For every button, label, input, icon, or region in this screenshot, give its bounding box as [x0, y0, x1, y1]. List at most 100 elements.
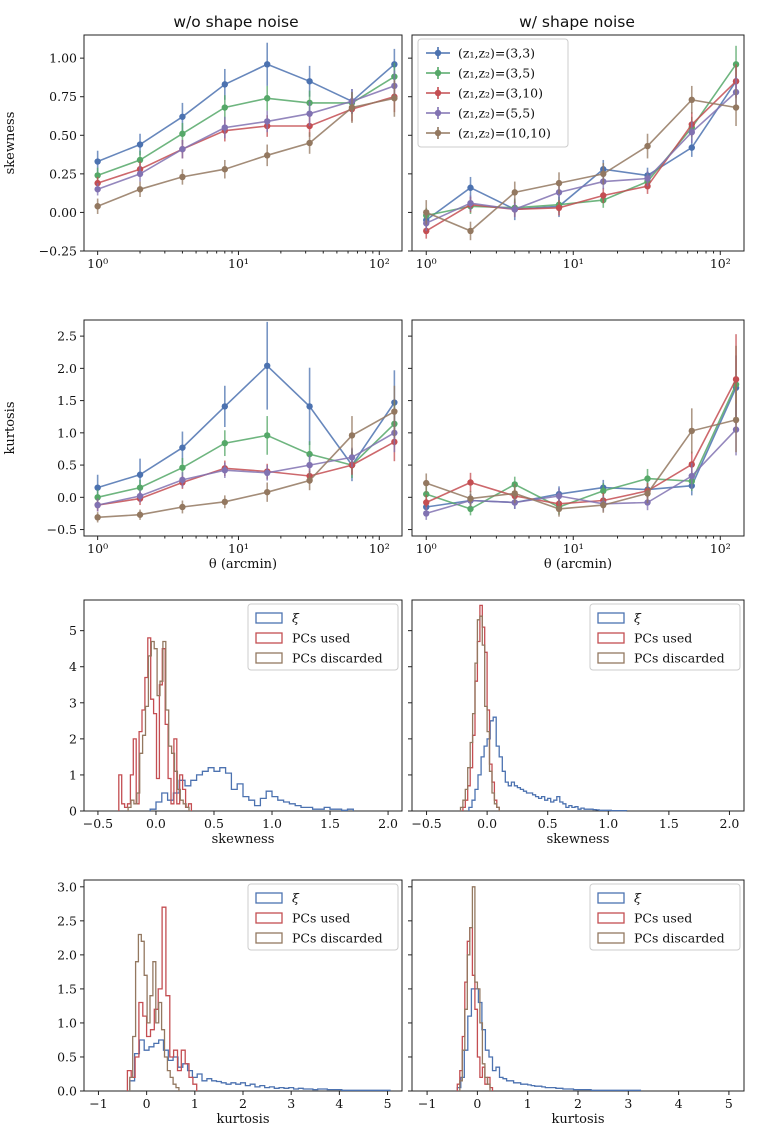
data-point [264, 61, 271, 68]
y-tick-label: 3.0 [57, 879, 77, 894]
y-tick-label: −0.5 [47, 522, 77, 537]
x-tick-label: 10⁰ [87, 541, 108, 556]
data-point [94, 484, 101, 491]
series-line [425, 98, 737, 232]
x-tick-label: 0.0 [477, 816, 497, 831]
legend-label: PCs discarded [292, 931, 383, 946]
series-line [425, 378, 737, 505]
y-tick-label: 0.0 [57, 490, 77, 505]
x-tick-label: 5 [725, 1096, 733, 1111]
data-point [306, 477, 313, 484]
data-point [511, 490, 518, 497]
series-line [97, 85, 395, 191]
x-tick-label: 4 [675, 1096, 683, 1111]
data-point [688, 96, 695, 104]
x-axis-label: θ (arcmin) [209, 557, 277, 572]
data-point [467, 505, 474, 513]
legend-label: PCs used [634, 911, 692, 926]
legend-label: PCs used [292, 911, 350, 926]
legend-swatch [255, 912, 283, 924]
x-axis-label: skewness [212, 832, 275, 847]
data-point [688, 144, 695, 151]
hist-series [118, 637, 193, 811]
data-point [221, 166, 229, 173]
data-point [221, 403, 229, 410]
data-point [644, 175, 651, 182]
data-point [732, 376, 740, 383]
data-point [221, 104, 229, 111]
legend-label: PCs discarded [634, 651, 725, 666]
x-tick-label: 10¹ [563, 541, 584, 556]
axes-frame [411, 599, 745, 812]
series-line [425, 80, 737, 232]
data-point [136, 186, 144, 193]
axes-frame [411, 34, 745, 252]
legend-swatch [597, 652, 625, 664]
y-tick-label: 1.0 [57, 1015, 77, 1030]
x-tick-label: 10¹ [228, 256, 249, 271]
x-axis-label: kurtosis [216, 1112, 269, 1127]
panel-skew_noise: 10⁰ 10¹ 10² (z₁,z₂)=(3,3) (z₁,z₂)=(3,5) (z₁,z… [408, 34, 745, 271]
hist-series [127, 640, 190, 811]
data-point [467, 199, 474, 207]
data-point [136, 492, 144, 500]
y-tick-label: 0.5 [57, 458, 77, 473]
y-tick-label: 2.5 [57, 913, 77, 928]
x-tick-label: 0.0 [146, 816, 166, 831]
data-point [600, 487, 607, 495]
panel-kurt_nonoise: 10⁰ 10¹ 10² −0.5 0.0 0.5 1.0 1.5 2.0 2.5 kurtosis θ… [3, 319, 403, 572]
hist-series [456, 988, 642, 1091]
x-tick-label: 2.0 [378, 816, 398, 831]
panel-hist_kurt_nonoise: −1 0 1 2 3 4 5 0.0 0.5 1.0 1.5 2.0 2.5 3.0 kurtosis ξ PC… [57, 879, 403, 1127]
data-point [179, 503, 186, 511]
x-tick-label: 3 [287, 1096, 295, 1111]
panel-hist_kurt_noise: −1 0 1 2 3 4 5 kurtosis ξ PCs used PCs discarded [408, 879, 745, 1127]
legend-swatch [255, 652, 283, 664]
data-point [600, 501, 607, 509]
series-line [97, 432, 395, 506]
legend-label: PCs used [292, 631, 350, 646]
legend-label: PCs used [634, 631, 692, 646]
legend-box [589, 883, 741, 951]
data-point [555, 492, 563, 500]
x-tick-label: 10² [710, 256, 731, 271]
x-tick-label: 3 [624, 1096, 632, 1111]
legend-swatch [597, 632, 625, 644]
legend-label: (z₁,z₂)=(10,10) [458, 126, 551, 141]
y-tick-label: 1.5 [57, 981, 77, 996]
data-point [732, 104, 740, 111]
y-axis-label: skewness [3, 112, 18, 175]
data-point [467, 495, 474, 502]
y-tick-label: 1.00 [49, 51, 77, 66]
hist-series [126, 906, 198, 1091]
legend-label: ξ [292, 611, 300, 626]
y-tick-label: 1.0 [57, 425, 77, 440]
x-tick-label: 1 [524, 1096, 532, 1111]
data-point [467, 227, 474, 235]
data-point [348, 104, 356, 111]
axes-frame [83, 319, 403, 537]
data-point [221, 467, 229, 474]
data-point [221, 439, 229, 447]
data-point [348, 454, 356, 461]
y-tick-label: 3 [69, 695, 77, 710]
data-point [644, 490, 651, 497]
legend-label: (z₁,z₂)=(3,10) [458, 86, 543, 101]
data-point [136, 471, 144, 478]
y-tick-label: 2.0 [57, 947, 77, 962]
y-tick-label: 2.0 [57, 361, 77, 376]
x-tick-label: −0.5 [411, 816, 441, 831]
x-tick-label: 10² [369, 541, 390, 556]
x-tick-label: 10² [369, 256, 390, 271]
data-point [306, 110, 313, 117]
data-point [221, 81, 229, 88]
data-point [179, 173, 186, 181]
hist-series [468, 716, 628, 812]
data-point [688, 472, 695, 480]
data-point [391, 408, 398, 415]
data-point [467, 184, 474, 191]
data-point [136, 484, 144, 491]
x-tick-label: 5 [384, 1096, 392, 1111]
x-tick-label: 4 [335, 1096, 343, 1111]
y-tick-label: 4 [69, 659, 77, 674]
